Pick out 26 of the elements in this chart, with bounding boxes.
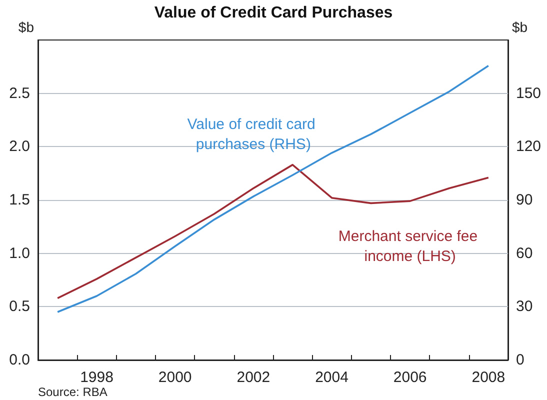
y2-tick-label: 60 bbox=[516, 244, 533, 262]
x-tick-label: 2008 bbox=[472, 369, 506, 386]
y2-tick-label: 0 bbox=[516, 352, 524, 368]
y2-axis-title: $b bbox=[512, 19, 528, 35]
y-tick-label: 2.0 bbox=[9, 138, 30, 156]
y2-tick-label: 90 bbox=[516, 192, 533, 208]
x-tick-label: 2004 bbox=[315, 369, 348, 386]
line-series bbox=[56, 64, 490, 313]
series-label: Value of credit card purchases (RHS) bbox=[187, 116, 320, 154]
source-note: Source: RBA bbox=[38, 385, 108, 399]
x-tick-label: 2000 bbox=[158, 369, 192, 386]
y-tick-label: 2.5 bbox=[9, 84, 30, 102]
x-tick-label: 2006 bbox=[393, 369, 427, 386]
y2-tick-label: 150 bbox=[516, 84, 542, 102]
y2-tick-label: 120 bbox=[516, 138, 542, 156]
y-axis-title: $b bbox=[18, 19, 34, 35]
x-tick-label: 1998 bbox=[80, 369, 114, 386]
x-tick-label: 2002 bbox=[236, 369, 270, 386]
line-series bbox=[56, 164, 490, 300]
y-tick-label: 1.5 bbox=[9, 192, 30, 208]
y-tick-label: 0.5 bbox=[9, 298, 30, 316]
y2-tick-label: 30 bbox=[516, 298, 533, 316]
chart-title: Value of Credit Card Purchases bbox=[154, 4, 393, 22]
y-tick-label: 1.0 bbox=[9, 244, 30, 262]
y-tick-label: 0.0 bbox=[9, 352, 30, 368]
series-label: Merchant service fee income (LHS) bbox=[338, 228, 482, 266]
